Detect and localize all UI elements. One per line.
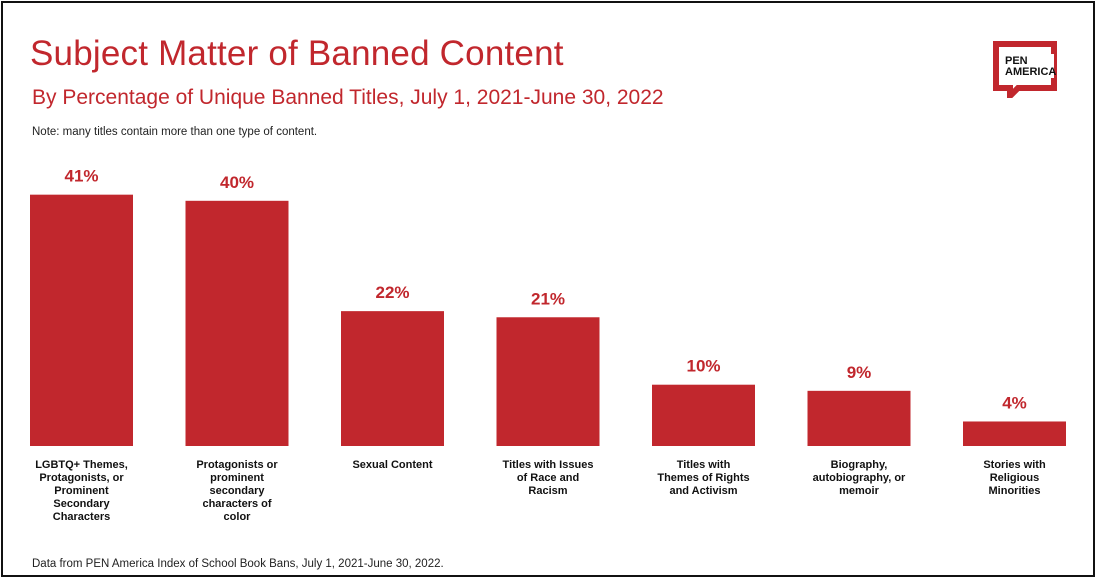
chart-subtitle: By Percentage of Unique Banned Titles, J…	[32, 86, 664, 109]
pen-america-logo-mark: PEN AMERICA	[993, 41, 1057, 98]
logo-text-america: AMERICA	[1005, 66, 1056, 78]
logo-text-pen: PEN	[1005, 55, 1028, 67]
chart-title: Subject Matter of Banned Content	[30, 34, 564, 73]
source-note: Data from PEN America Index of School Bo…	[32, 558, 444, 570]
chart-note: Note: many titles contain more than one …	[32, 126, 318, 138]
pen-america-logo: PEN AMERICA	[990, 40, 1060, 98]
